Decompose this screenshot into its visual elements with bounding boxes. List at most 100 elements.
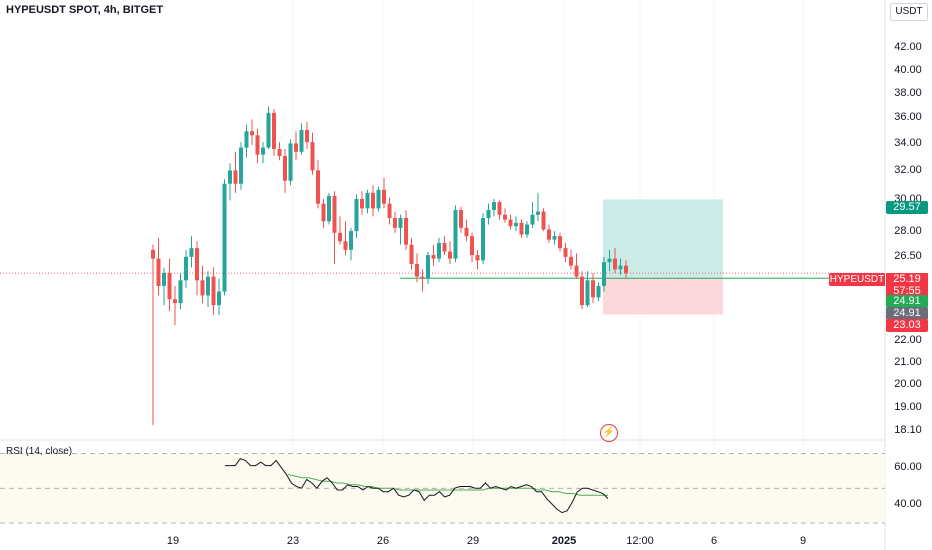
candle-body [574,265,579,277]
symbol-tag: HYPEUSDT [829,273,885,286]
candle-body [360,198,364,209]
price-label: 28.00 [894,225,922,237]
candle-body [266,112,271,148]
rsi-title: RSI (14, close) [6,446,73,457]
candle-body [305,129,309,143]
candle-body [420,276,425,279]
time-label: 26 [376,535,390,547]
candle-body [453,209,458,259]
currency-button[interactable]: USDT [890,3,928,21]
candle-body [343,241,348,250]
time-label: 29 [466,535,480,547]
candle-body [393,218,397,228]
candle-body [514,222,518,227]
candle-body [332,195,337,233]
candle-body [250,131,254,136]
candle-body [173,299,177,304]
candle-body [151,249,155,259]
candle-body [547,229,551,240]
crosshair-price-tag: 24.91 [886,307,928,320]
candle-body [624,265,628,274]
price-label: 26.50 [894,250,922,262]
target-tag: 29.57 [886,201,928,214]
candle-body [437,242,441,259]
candle-body [222,183,227,292]
candle-body [596,285,601,298]
candle-body [497,202,502,215]
candle-body [530,214,535,225]
candle-body [569,256,573,266]
candle-body [481,218,485,261]
candle-body [233,170,238,184]
candle-body [255,135,260,155]
candle-body [387,203,392,219]
candle-body [558,236,562,249]
rsi-levels [0,453,885,524]
candle-body [580,276,584,306]
candle-body [261,147,265,155]
candle-body [338,232,342,242]
candle-body [299,129,304,152]
candle-body [178,280,183,304]
candle-body [239,147,243,184]
candle-body [503,214,507,220]
grid [292,0,804,530]
candlesticks [151,106,628,426]
stop-tag: 23.03 [886,319,928,332]
rsi-ma-line [287,473,608,496]
flash-icon[interactable]: ⚡ [600,424,618,442]
candle-body [492,202,496,210]
candle-body [448,251,452,259]
price-label: 22.00 [894,334,922,346]
candle-body [618,265,623,270]
candle-body [217,291,221,306]
candle-body [585,280,590,306]
candle-body [244,131,249,148]
candle-body [613,258,617,270]
candle-body [552,236,557,240]
candle-body [189,248,194,257]
candle-body [607,258,612,263]
candle-body [206,276,210,296]
candle-body [327,195,331,222]
candle-body [167,272,172,300]
candle-body [404,218,408,245]
price-label: 36.00 [894,111,922,123]
rsi-label: 40.00 [894,498,922,510]
entry-tag: 24.91 [886,295,928,308]
candle-body [431,255,436,259]
chart-title: HYPEUSDT SPOT, 4h, BITGET [6,4,164,16]
price-label: 19.00 [894,401,922,413]
time-label: 23 [286,535,300,547]
candle-body [200,280,205,296]
candle-body [415,263,419,277]
time-label: 2025 [551,535,577,547]
candle-body [602,262,606,286]
candle-body [525,224,529,235]
candle-body [470,236,474,256]
candle-body [277,149,282,157]
price-label: 21.00 [894,356,922,368]
rsi-line [225,458,609,514]
candle-body [371,192,375,209]
candle-body [475,255,480,261]
candle-body [591,280,595,298]
candle-body [426,255,430,279]
candle-body [288,143,293,181]
time-label: 19 [166,535,180,547]
time-label: 9 [799,535,807,547]
candle-body [294,143,298,152]
candle-body [442,242,447,252]
candle-body [162,272,166,286]
candle-body [376,189,381,209]
candle-body [486,209,491,219]
target-zone[interactable] [603,199,723,279]
price-label: 38.00 [894,87,922,99]
price-label: 18.10 [894,424,922,436]
candle-body [508,219,513,227]
rsi-label: 60.00 [894,461,922,473]
stop-zone[interactable] [603,278,723,315]
candle-body [541,211,546,230]
time-label: 6 [710,535,718,547]
